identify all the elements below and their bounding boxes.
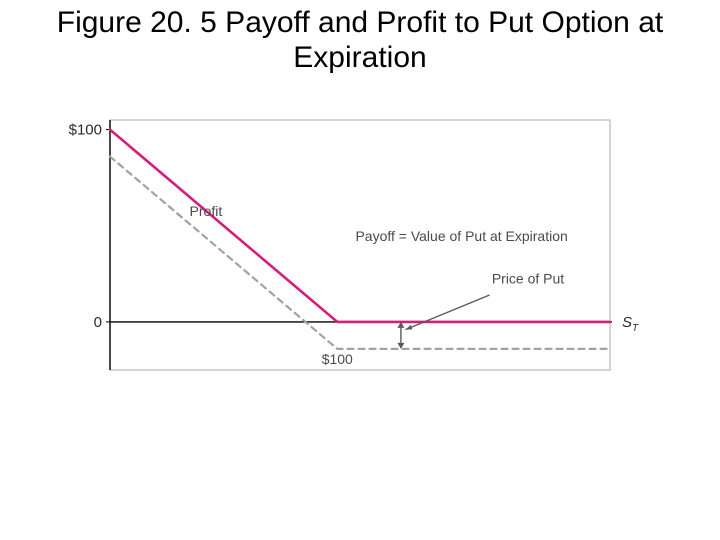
put-payoff-chart: $100 0 Payoff = Value of Put at Expiration… <box>50 110 670 410</box>
x-axis-label: ST <box>622 314 639 334</box>
payoff-label: Payoff = Value of Put at Expiration <box>355 228 567 244</box>
profit-label: Profit <box>190 203 223 219</box>
strike-label: $100 <box>322 351 353 367</box>
price-of-put-label: Price of Put <box>492 270 564 286</box>
svg-text:0: 0 <box>94 314 102 331</box>
page: Figure 20. 5 Payoff and Profit to Put Op… <box>0 0 720 540</box>
chart-svg: $100 0 Payoff = Value of Put at Expiration… <box>50 110 670 410</box>
svg-text:$100: $100 <box>69 122 102 139</box>
figure-title: Figure 20. 5 Payoff and Profit to Put Op… <box>0 6 720 75</box>
